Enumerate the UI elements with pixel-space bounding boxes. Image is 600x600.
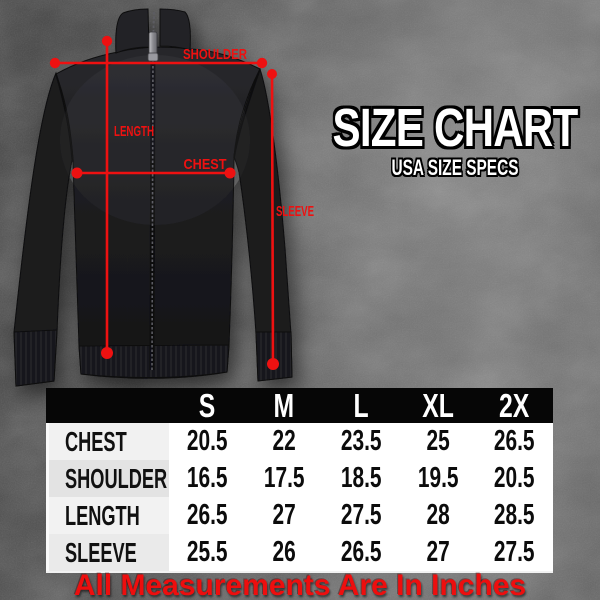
- sleeve-value-s: 25.5: [169, 534, 246, 571]
- size-col-header-s: S: [169, 388, 246, 423]
- row-label-length: LENGTH: [46, 497, 169, 534]
- chest-value-m: 22: [245, 423, 323, 460]
- sleeve-dot-top: [267, 69, 277, 79]
- shoulder-dot-right: [256, 57, 268, 69]
- units-footnote: All Measurements Are In Inches: [73, 569, 527, 600]
- size-col-header-l: L: [322, 388, 400, 423]
- length-value-xl: 28: [399, 497, 477, 534]
- row-label-chest: CHEST: [46, 423, 169, 460]
- length-dot-top: [101, 35, 113, 47]
- sleeve-measure-line: [270, 73, 275, 365]
- sleeve-value-m: 26: [245, 534, 323, 571]
- sleeve-measure-label: SLEEVE: [276, 203, 314, 220]
- size-table: S M L XL 2X CHEST 20.5 22 23.5 25 26.5 S…: [46, 388, 553, 573]
- length-dot-bottom: [101, 347, 113, 359]
- shoulder-measure-label: SHOULDER: [183, 46, 247, 63]
- length-value-l: 27.5: [322, 497, 400, 534]
- length-measure-label: LENGTH: [114, 123, 154, 140]
- zipper-pull-icon: [148, 31, 158, 55]
- chest-value-xl: 25: [399, 423, 477, 460]
- length-value-2x: 28.5: [476, 497, 553, 534]
- shoulder-value-l: 18.5: [322, 460, 400, 497]
- title-block: SIZE CHART USA SIZE SPECS: [310, 101, 600, 193]
- jacket-left-cuff: [13, 329, 58, 387]
- chest-measure-label: CHEST: [184, 156, 227, 173]
- chest-dot-left: [71, 167, 83, 179]
- sleeve-value-l: 26.5: [322, 534, 400, 571]
- page-title: SIZE CHART: [332, 98, 579, 158]
- shoulder-value-xl: 19.5: [399, 460, 477, 497]
- chest-value-s: 20.5: [169, 423, 246, 460]
- sleeve-dot-bottom: [267, 358, 279, 370]
- length-value-m: 27: [245, 497, 323, 534]
- size-col-header-2x: 2X: [476, 388, 553, 423]
- shoulder-dot-left: [49, 57, 61, 69]
- row-label-shoulder: SHOULDER: [46, 460, 169, 497]
- sleeve-value-2x: 27.5: [476, 534, 553, 571]
- jacket-collar-left: [115, 8, 150, 54]
- shoulder-value-2x: 20.5: [476, 460, 553, 497]
- size-col-header-m: M: [245, 388, 323, 423]
- table-corner-cell: [46, 388, 169, 423]
- sleeve-value-xl: 27: [399, 534, 477, 571]
- length-value-s: 26.5: [169, 497, 246, 534]
- chest-value-l: 23.5: [322, 423, 400, 460]
- size-col-header-xl: XL: [399, 388, 477, 423]
- fabric-highlight: [60, 55, 250, 225]
- jacket-collar-right: [159, 8, 191, 51]
- shoulder-value-s: 16.5: [169, 460, 246, 497]
- chest-value-2x: 26.5: [476, 423, 553, 460]
- shoulder-value-m: 17.5: [245, 460, 323, 497]
- page-subtitle: USA SIZE SPECS: [391, 155, 519, 180]
- row-label-sleeve: SLEEVE: [46, 534, 169, 571]
